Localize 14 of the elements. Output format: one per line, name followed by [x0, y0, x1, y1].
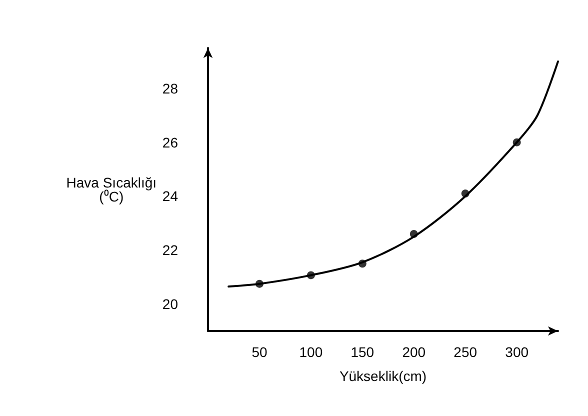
x-tick-label: 200	[402, 344, 426, 360]
y-tick-label: 22	[162, 242, 178, 258]
x-tick-label: 150	[350, 344, 374, 360]
x-tick-label: 100	[299, 344, 323, 360]
y-tick-label: 26	[162, 134, 178, 150]
y-axis-title: Hava Sıcaklığı (⁰C)	[66, 174, 157, 204]
x-tick-label: 50	[252, 344, 268, 360]
y-tick-label: 20	[162, 296, 178, 312]
x-tick-label: 300	[505, 344, 529, 360]
line-series	[228, 60, 559, 288]
x-axis-title: Yükseklik(cm)	[339, 368, 427, 384]
x-tick-label: 250	[454, 344, 478, 360]
y-tick-label: 24	[162, 188, 178, 204]
y-tick-label: 28	[162, 80, 178, 96]
